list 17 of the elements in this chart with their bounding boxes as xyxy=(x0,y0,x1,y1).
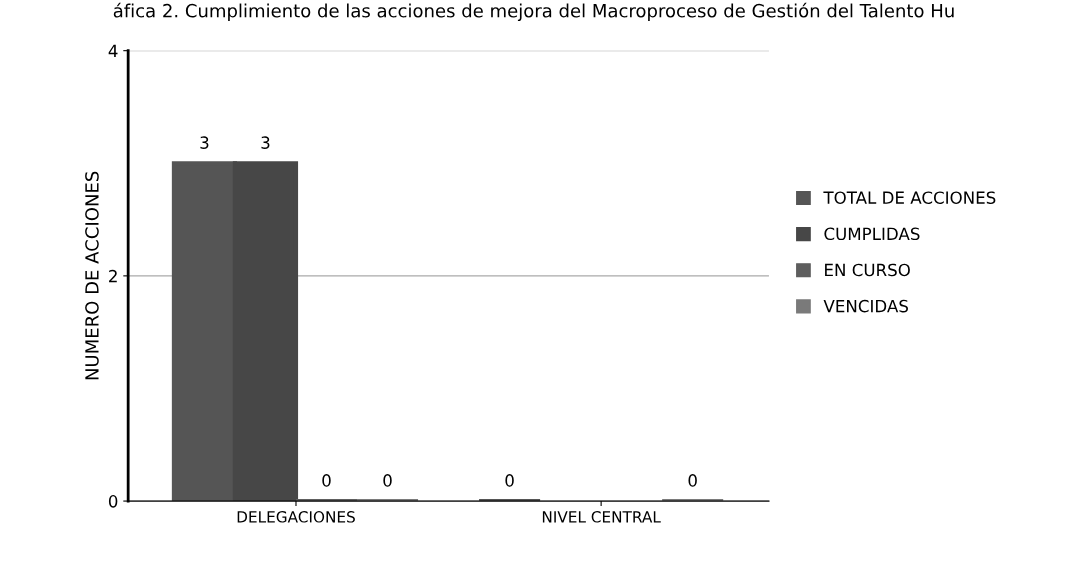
legend-label: VENCIDAS xyxy=(823,299,908,313)
data-label: 0 xyxy=(688,474,697,487)
y-tick-label: 4 xyxy=(108,44,118,57)
y-axis-title: NUMERO DE ACCIONES xyxy=(85,171,99,380)
chart-title: áfica 2. Cumplimiento de las acciones de mejora del Macroproceso de Gestión del Talento Hu xyxy=(113,2,954,22)
x-tick-label: NIVEL CENTRAL xyxy=(542,511,661,523)
data-label: 3 xyxy=(200,136,209,149)
data-label: 3 xyxy=(261,136,270,149)
data-label: 0 xyxy=(322,474,331,487)
data-label: 0 xyxy=(505,474,514,487)
y-tick-label: 2 xyxy=(109,269,117,283)
data-label: 0 xyxy=(383,474,392,487)
x-tick-label: DELEGACIONES xyxy=(237,511,355,523)
legend-label: EN CURSO xyxy=(825,263,910,277)
legend-label: CUMPLIDAS xyxy=(824,227,920,241)
legend-label: TOTAL DE ACCIONES xyxy=(823,191,996,204)
y-tick-label: 0 xyxy=(108,495,118,508)
